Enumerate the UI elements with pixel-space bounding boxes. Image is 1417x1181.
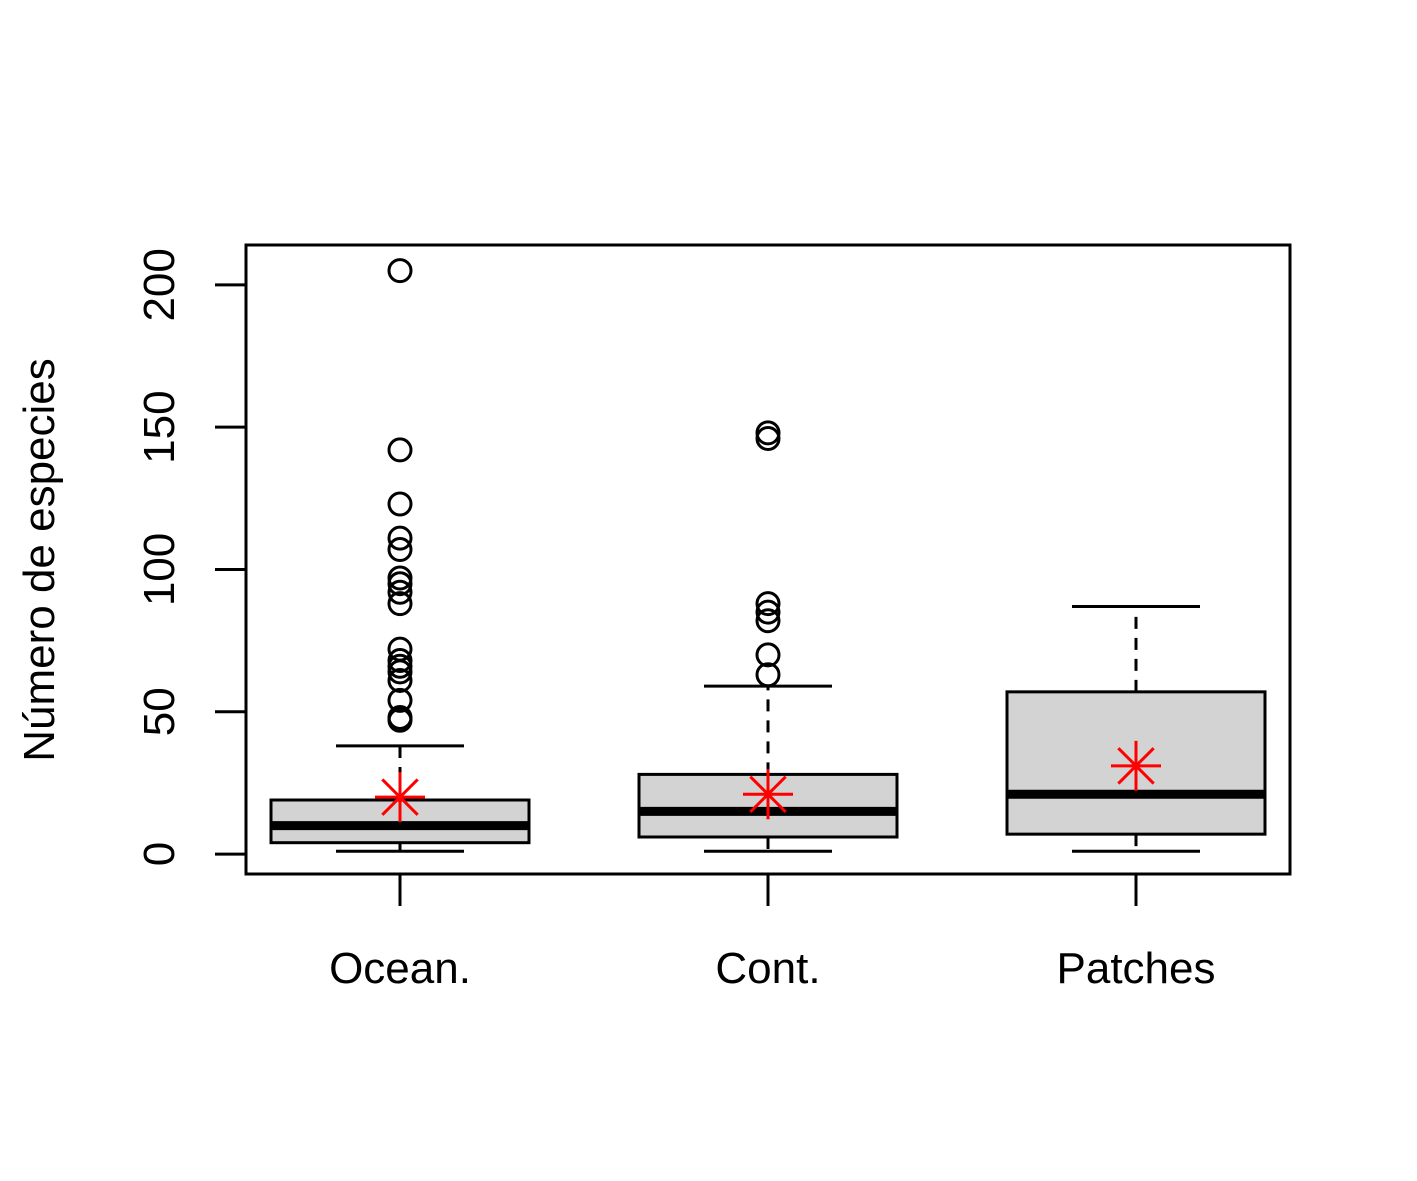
outlier-point	[387, 525, 413, 551]
outlier-point	[387, 707, 413, 733]
outlier-point	[387, 258, 413, 284]
outlier-point	[387, 687, 413, 713]
box-group	[637, 420, 899, 853]
outlier-point	[387, 571, 413, 597]
x-tick-label: Ocean.	[329, 944, 471, 993]
outlier-point	[387, 537, 413, 563]
outlier-point	[387, 591, 413, 617]
x-axis: Ocean. Cont. Patches	[329, 874, 1215, 993]
boxes	[269, 258, 1267, 853]
mean-marker-stroke	[381, 778, 419, 816]
outlier-point	[755, 591, 781, 617]
x-tick-label: Patches	[1057, 944, 1216, 993]
outlier-point	[755, 599, 781, 625]
box-group	[1005, 604, 1267, 853]
mean-marker	[1111, 740, 1161, 791]
outlier-point	[755, 642, 781, 668]
outlier-point	[387, 491, 413, 517]
outlier-point	[387, 659, 413, 685]
mean-marker-stroke	[749, 775, 787, 814]
mean-marker	[743, 769, 793, 820]
x-tick-label: Cont.	[715, 944, 820, 993]
outlier-point	[755, 662, 781, 688]
mean-marker	[375, 772, 425, 823]
outlier-point	[387, 437, 413, 463]
outlier-point	[387, 579, 413, 605]
y-tick-label: 200	[135, 248, 184, 321]
outlier-point	[387, 667, 413, 693]
y-axis-title: Número de especies	[15, 358, 64, 762]
mean-marker-stroke	[1117, 747, 1155, 785]
outlier-point	[755, 608, 781, 634]
box-group	[269, 258, 531, 853]
y-tick-label: 50	[135, 687, 184, 736]
outlier-point	[755, 426, 781, 452]
y-axis: 0 50 100 150 200	[135, 248, 246, 866]
y-tick-label: 150	[135, 390, 184, 463]
y-tick-label: 100	[135, 533, 184, 606]
y-tick-label: 0	[135, 842, 184, 866]
